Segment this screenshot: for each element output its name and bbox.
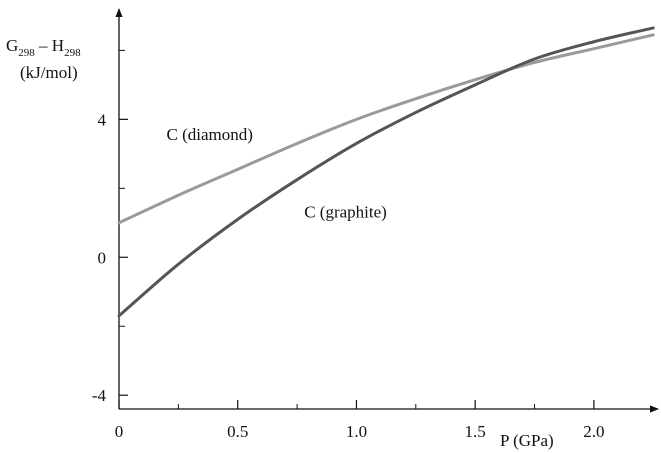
series-line-c-graphite: [117, 26, 655, 318]
series-label-c-graphite: C (graphite): [304, 203, 387, 222]
y-axis-label-h: – H: [35, 36, 64, 55]
y-axis-label: G298 – H298: [6, 36, 81, 59]
y-axis-label-g: G: [6, 36, 18, 55]
x-tick-label: 1.5: [465, 422, 486, 441]
x-tick-label: 0.5: [227, 422, 248, 441]
x-tick-label: 0: [115, 422, 124, 441]
y-axis-label-g-sub: 298: [18, 47, 35, 59]
y-tick-label: 4: [98, 110, 107, 129]
series-annotations: C (diamond) C (graphite): [166, 125, 386, 222]
x-tick-label: 2.0: [583, 422, 604, 441]
series-label-c-diamond: C (diamond): [166, 125, 252, 144]
y-axis-label-h-sub: 298: [64, 47, 81, 59]
y-tick-label: 0: [98, 248, 107, 267]
x-axis-label: P (GPa): [500, 431, 554, 450]
series-lines: [117, 26, 655, 318]
series-line-c-diamond: [117, 33, 655, 225]
y-axis-unit: (kJ/mol): [20, 63, 78, 82]
axis-ticks: [118, 49, 595, 409]
y-tick-label: -4: [92, 386, 107, 405]
tick-labels: 0 0.5 1.0 1.5 2.0 -4 0 4: [92, 110, 605, 441]
x-tick-label: 1.0: [346, 422, 367, 441]
